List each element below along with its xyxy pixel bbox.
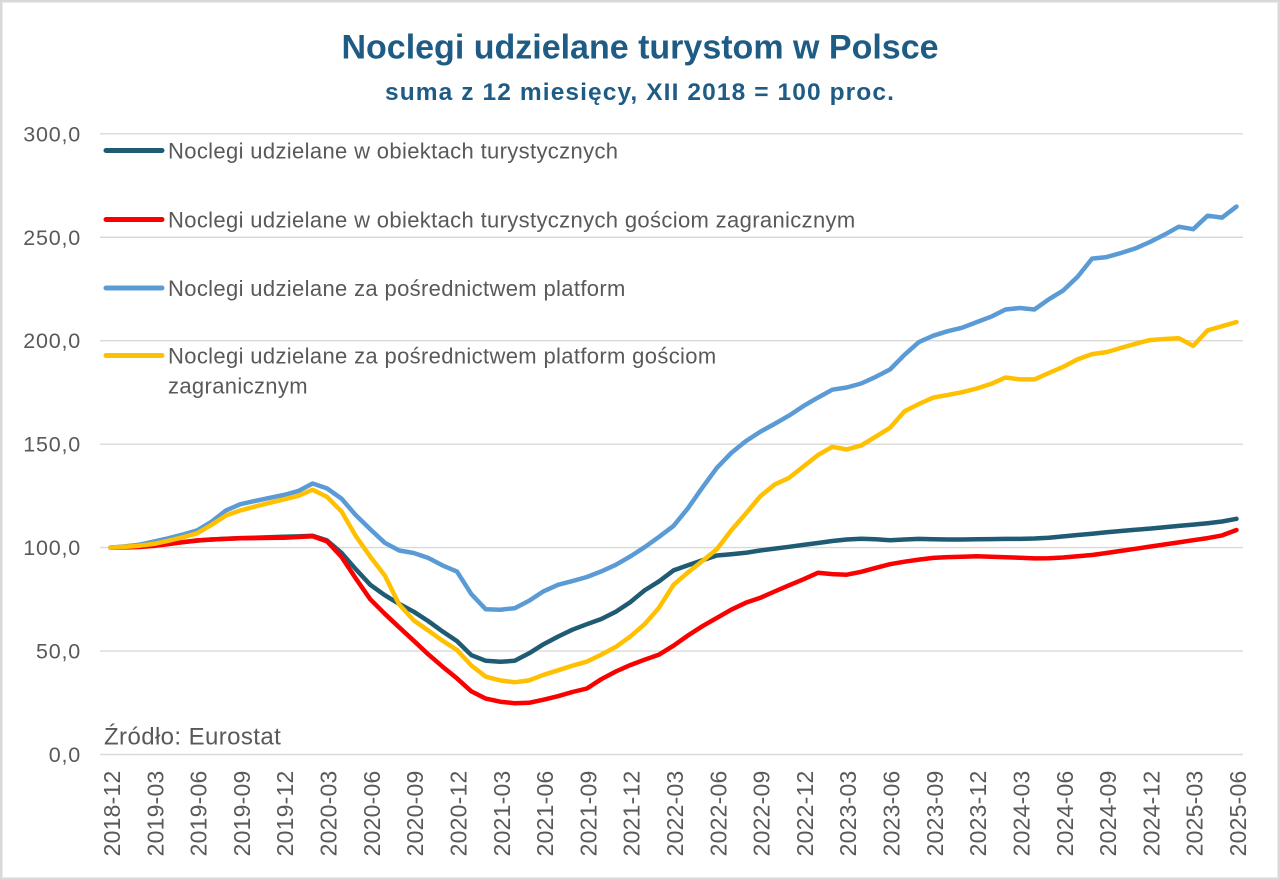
svg-text:2022-06: 2022-06 xyxy=(705,771,731,857)
svg-text:2024-12: 2024-12 xyxy=(1138,771,1164,857)
svg-text:2023-12: 2023-12 xyxy=(965,771,991,857)
svg-text:2023-03: 2023-03 xyxy=(835,771,861,857)
svg-text:Noclegi udzielane za pośrednic: Noclegi udzielane za pośrednictwem platf… xyxy=(168,344,717,369)
svg-text:150,0: 150,0 xyxy=(23,433,81,457)
svg-text:2023-06: 2023-06 xyxy=(879,771,905,857)
svg-text:2019-09: 2019-09 xyxy=(229,771,255,857)
svg-text:2020-06: 2020-06 xyxy=(359,771,385,857)
svg-text:2021-09: 2021-09 xyxy=(575,771,601,857)
svg-text:2019-06: 2019-06 xyxy=(186,771,212,857)
svg-text:zagranicznym: zagranicznym xyxy=(168,374,308,399)
svg-text:Noclegi udzielane w obiektach: Noclegi udzielane w obiektach turystyczn… xyxy=(168,208,856,233)
svg-text:Noclegi udzielane turystom w P: Noclegi udzielane turystom w Polsce xyxy=(341,29,938,67)
svg-text:2024-06: 2024-06 xyxy=(1052,771,1078,857)
svg-text:300,0: 300,0 xyxy=(23,122,81,146)
svg-text:Noclegi udzielane za pośrednic: Noclegi udzielane za pośrednictwem platf… xyxy=(168,276,626,301)
svg-text:2022-09: 2022-09 xyxy=(749,771,775,857)
svg-text:2021-06: 2021-06 xyxy=(532,771,558,857)
svg-text:2020-03: 2020-03 xyxy=(316,771,342,857)
svg-text:50,0: 50,0 xyxy=(36,640,81,664)
svg-text:2021-12: 2021-12 xyxy=(619,771,645,857)
svg-text:2024-03: 2024-03 xyxy=(1009,771,1035,857)
svg-text:200,0: 200,0 xyxy=(23,329,81,353)
svg-text:2020-12: 2020-12 xyxy=(446,771,472,857)
svg-text:2019-03: 2019-03 xyxy=(142,771,168,857)
svg-text:2022-12: 2022-12 xyxy=(792,771,818,857)
svg-text:2024-09: 2024-09 xyxy=(1095,771,1121,857)
svg-text:2021-03: 2021-03 xyxy=(489,771,515,857)
svg-text:2020-09: 2020-09 xyxy=(402,771,428,857)
svg-text:2025-03: 2025-03 xyxy=(1182,771,1208,857)
svg-text:Noclegi udzielane w obiektach: Noclegi udzielane w obiektach turystyczn… xyxy=(168,139,618,164)
svg-text:2023-09: 2023-09 xyxy=(922,771,948,857)
svg-text:2025-06: 2025-06 xyxy=(1225,771,1251,857)
svg-text:0,0: 0,0 xyxy=(49,743,81,767)
svg-text:2022-03: 2022-03 xyxy=(662,771,688,857)
svg-text:2018-12: 2018-12 xyxy=(99,771,125,857)
svg-text:suma z 12 miesięcy, XII 2018 =: suma z 12 miesięcy, XII 2018 = 100 proc. xyxy=(385,79,895,106)
svg-text:Źródło: Eurostat: Źródło: Eurostat xyxy=(104,724,281,751)
svg-text:250,0: 250,0 xyxy=(23,226,81,250)
svg-text:100,0: 100,0 xyxy=(23,536,81,560)
svg-text:2019-12: 2019-12 xyxy=(272,771,298,857)
